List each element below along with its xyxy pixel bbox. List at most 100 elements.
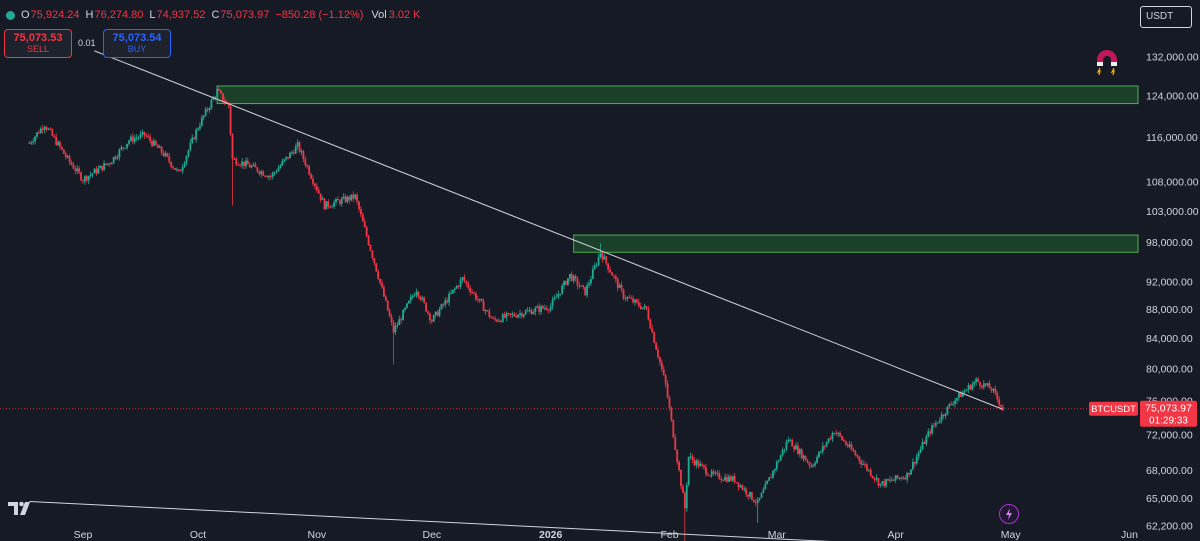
candle-body	[804, 455, 807, 461]
candle-body	[116, 157, 119, 159]
supply-zone-1[interactable]	[216, 85, 1139, 105]
candle-body	[191, 137, 194, 143]
candle-body	[434, 311, 437, 316]
candle-body	[195, 129, 197, 140]
price-tick-label: 132,000.00	[1146, 52, 1199, 64]
candle-body	[963, 391, 966, 393]
candle-body	[902, 477, 905, 479]
candle-body	[262, 171, 265, 176]
candle-body	[273, 172, 276, 174]
candle-body	[421, 297, 424, 300]
candle-body	[948, 404, 951, 407]
trendline-2[interactable]	[29, 500, 1010, 541]
candle-body	[55, 136, 58, 145]
candle-body	[591, 269, 594, 280]
candle-body	[233, 158, 236, 160]
time-tick-label: Nov	[307, 529, 326, 541]
sell-button[interactable]: 75,073.53 SELL	[4, 29, 72, 58]
candle-body	[296, 142, 299, 147]
trendline-1[interactable]	[94, 50, 1004, 410]
candle-body	[187, 150, 190, 157]
candle-body	[185, 156, 188, 164]
candle-body	[390, 316, 393, 323]
high-value: 76,274.80	[94, 9, 144, 21]
candle-body	[605, 256, 608, 264]
supply-zone-2[interactable]	[573, 234, 1139, 253]
candle-body	[917, 452, 920, 457]
close-value: 75,073.97	[220, 9, 270, 21]
candle-body	[179, 170, 182, 172]
candle-body	[620, 284, 623, 290]
candle-body	[352, 194, 355, 199]
candle-body	[879, 483, 882, 486]
candle-body	[455, 285, 458, 289]
candle-body	[714, 472, 717, 474]
candle-body	[850, 444, 853, 450]
currency-selector[interactable]: USDT	[1140, 6, 1192, 28]
lightning-icon[interactable]	[999, 504, 1019, 524]
candle-body	[471, 292, 473, 294]
candle-body	[279, 165, 282, 168]
candle-body	[348, 196, 351, 201]
candle-body	[657, 349, 659, 358]
candle-body	[281, 161, 284, 166]
price-tick-label: 84,000.00	[1146, 333, 1193, 345]
candle-body	[425, 302, 427, 312]
candle-body	[264, 175, 266, 177]
candle-body	[528, 310, 531, 312]
candle-body	[695, 460, 698, 466]
candle-body	[810, 465, 813, 467]
candle-body	[407, 300, 410, 304]
candle-body	[576, 278, 579, 286]
candle-body	[735, 482, 738, 484]
candle-body	[896, 475, 899, 479]
magnet-icon[interactable]	[1093, 44, 1121, 76]
candle-body	[289, 152, 291, 159]
candle-body	[183, 163, 186, 167]
candle-body	[438, 309, 441, 316]
candle-body	[51, 129, 54, 136]
candle-body	[450, 292, 452, 294]
candle-body	[384, 296, 387, 301]
candle-body	[283, 159, 286, 162]
candle-body	[300, 151, 303, 153]
candle-body	[145, 135, 148, 137]
candle-body	[212, 97, 215, 100]
candle-body	[697, 460, 700, 467]
candle-body	[831, 433, 834, 439]
candle-body	[442, 304, 445, 306]
candle-body	[791, 439, 794, 447]
candle-body	[329, 206, 332, 208]
buy-button[interactable]: 75,073.54 BUY	[103, 29, 171, 58]
candle-body	[315, 186, 318, 191]
price-tick-label: 80,000.00	[1146, 364, 1193, 376]
candle-body	[582, 285, 585, 287]
candle-body	[87, 175, 90, 181]
candle-body	[954, 400, 956, 404]
last-price-badge	[1140, 400, 1197, 427]
candle-body	[994, 388, 997, 393]
candle-body	[340, 198, 343, 204]
candle-body	[373, 257, 376, 264]
candle-body	[867, 469, 870, 471]
candle-body	[944, 414, 947, 416]
candle-body	[91, 173, 94, 175]
candle-body	[287, 156, 289, 159]
candle-body	[988, 383, 991, 389]
candle-body	[214, 97, 217, 99]
time-tick-label: Sep	[74, 529, 93, 541]
candle-body	[680, 470, 682, 487]
candle-body	[170, 161, 173, 167]
candle-body	[436, 311, 439, 316]
candle-body	[47, 128, 50, 130]
candle-body	[377, 271, 380, 279]
candle-body	[241, 161, 243, 166]
candle-body	[277, 167, 280, 172]
candle-body	[858, 456, 861, 461]
candle-body	[360, 209, 362, 215]
candle-body	[645, 306, 648, 310]
candle-body	[614, 276, 617, 279]
candle-body	[689, 456, 692, 458]
candle-body	[756, 499, 759, 504]
